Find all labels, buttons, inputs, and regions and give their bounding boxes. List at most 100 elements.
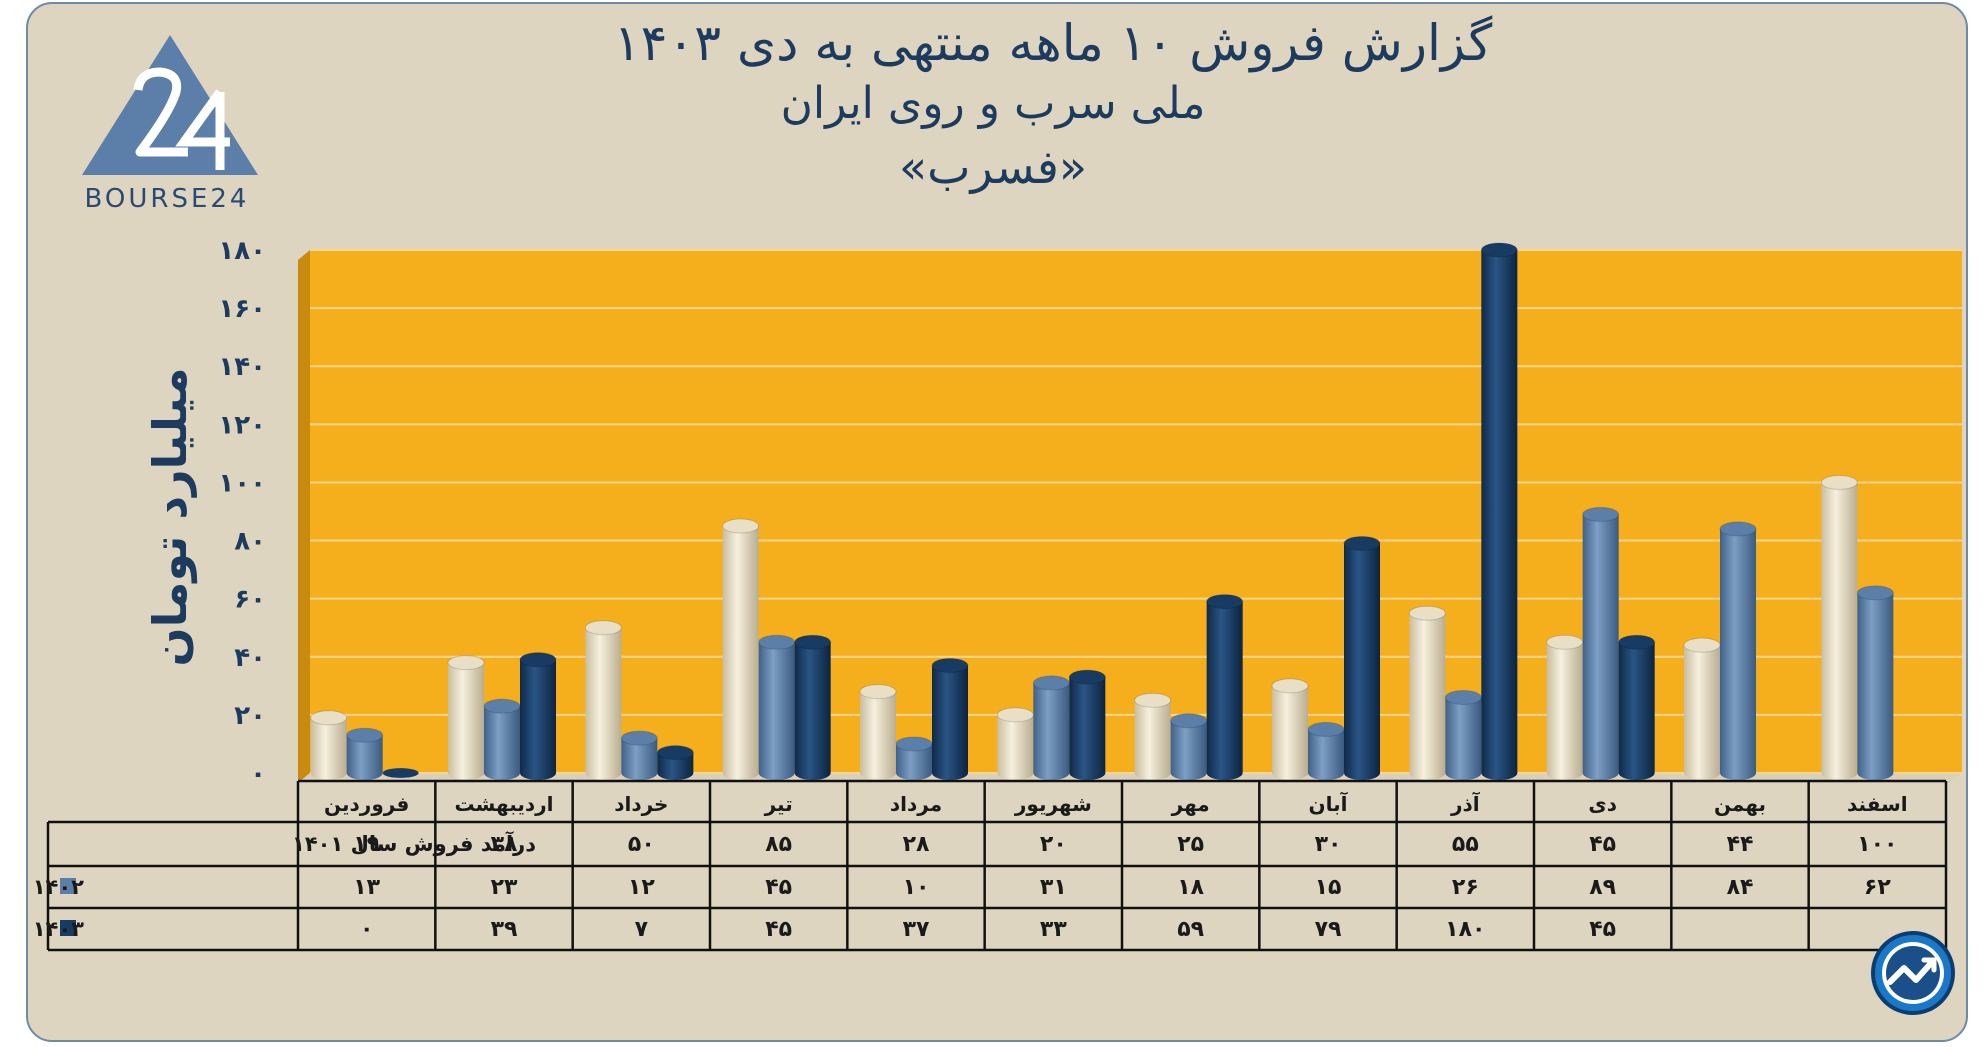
bar-base <box>657 766 694 780</box>
bar-base <box>1272 766 1308 780</box>
bar-base <box>1344 766 1380 780</box>
trend-arrow-icon <box>1871 931 1955 1015</box>
bar <box>1134 700 1171 773</box>
y-tick-label: ۲۰ <box>234 701 266 731</box>
bar <box>1409 613 1446 773</box>
bar-top <box>1444 689 1482 705</box>
x-tick-label: اردیبهشت <box>454 792 553 816</box>
data-label: ۲۵ <box>1177 832 1204 857</box>
bar-top <box>483 698 521 714</box>
data-label: ۱۰۰ <box>1857 832 1897 857</box>
data-label: ۴۵ <box>1589 832 1616 857</box>
data-label: ۸۵ <box>765 832 792 857</box>
bar-base <box>346 766 383 780</box>
bar-base <box>896 766 932 780</box>
bar <box>1272 685 1308 773</box>
bar <box>1481 250 1518 773</box>
bar-top <box>1582 506 1620 522</box>
bar-base <box>484 766 520 780</box>
data-label: ۳۱ <box>1040 875 1067 900</box>
data-label: ۴۵ <box>1589 917 1616 942</box>
bar-top <box>1480 242 1518 258</box>
x-tick-label: آبان <box>1309 791 1349 816</box>
x-tick-label: مرداد <box>890 792 942 816</box>
bar-base <box>621 766 658 780</box>
bar-top <box>1271 678 1309 694</box>
data-label: ۵۰ <box>628 832 655 857</box>
bar-base <box>1857 766 1894 780</box>
data-label: ۳۹ <box>491 917 518 942</box>
bar-top <box>310 710 348 726</box>
bar <box>1206 601 1243 773</box>
bar-base <box>1481 766 1518 780</box>
legend-swatch <box>60 878 76 894</box>
x-tick-label: مهر <box>1171 792 1210 816</box>
data-label: ۷۹ <box>1315 917 1342 942</box>
bar-top <box>1683 637 1721 653</box>
bar-base <box>1069 766 1106 780</box>
bar-top <box>895 736 933 752</box>
data-label: ۱۵ <box>1315 875 1342 900</box>
data-label: ۶۲ <box>1864 875 1891 900</box>
bar-base <box>1618 766 1655 780</box>
data-label: ۳۸ <box>491 832 518 857</box>
bar-base <box>1821 766 1858 780</box>
bar-top <box>758 634 796 650</box>
bar <box>1857 592 1894 773</box>
legend-label: درآمد فروش سال ۱۴۰۱ <box>292 831 536 856</box>
data-label: ۷ <box>635 917 649 942</box>
data-label: ۳۷ <box>903 917 930 942</box>
bar-top <box>1206 594 1244 610</box>
y-tick-label: ۰ <box>250 759 266 789</box>
y-tick-label: ۴۰ <box>234 643 266 673</box>
y-tick-label: ۱۰۰ <box>218 468 266 498</box>
data-label: ۰ <box>360 917 373 942</box>
y-tick-label: ۱۶۰ <box>218 294 266 324</box>
data-label: ۱۰ <box>903 875 930 900</box>
bar-top <box>1618 634 1656 650</box>
bar-top <box>1546 634 1584 650</box>
data-label: ۲۳ <box>491 875 518 900</box>
bar-top <box>584 620 622 636</box>
bar <box>520 659 556 773</box>
bar <box>1069 677 1106 773</box>
data-label: ۴۵ <box>765 875 792 900</box>
bar-base <box>1206 766 1243 780</box>
data-label: ۵۵ <box>1452 832 1479 857</box>
bar-top <box>1032 675 1070 691</box>
bar <box>1821 482 1858 773</box>
x-tick-label: شهریور <box>1014 792 1092 816</box>
y-tick-label: ۱۸۰ <box>218 236 266 266</box>
data-label: ۱۳ <box>353 875 380 900</box>
bar <box>1344 543 1380 773</box>
y-tick-label: ۶۰ <box>234 585 266 615</box>
bar <box>1170 720 1207 773</box>
bar <box>1033 682 1070 773</box>
bar <box>585 627 622 773</box>
legend-label: ۱۴۰۳ <box>33 917 84 941</box>
legend-label: ۱۴۰۲ <box>33 875 84 899</box>
bar-base <box>448 766 484 780</box>
bar-base <box>1033 766 1070 780</box>
bar <box>758 642 795 773</box>
bar-top <box>1307 721 1345 737</box>
bar <box>310 717 347 773</box>
bar-top <box>1408 605 1446 621</box>
bar-top <box>1068 669 1106 685</box>
bar-base <box>932 766 968 780</box>
company-symbol: «فسرب» <box>899 140 1087 194</box>
x-tick-label: بهمن <box>1714 792 1766 816</box>
bar-top <box>1719 521 1757 537</box>
data-label: ۱۲ <box>628 875 655 900</box>
data-label: ۱۸ <box>1177 875 1204 900</box>
bar <box>1684 645 1720 773</box>
logo-text: BOURSE24 <box>84 184 250 214</box>
bar-top <box>1343 535 1381 551</box>
x-tick-label: اسفند <box>1847 792 1908 816</box>
bar-top <box>1856 585 1894 601</box>
bar-base <box>1409 766 1446 780</box>
chart-subtitle: ملی سرب و روی ایران <box>780 78 1206 129</box>
data-label: ۱۸۰ <box>1445 917 1485 942</box>
plot-side-wall <box>298 250 310 783</box>
